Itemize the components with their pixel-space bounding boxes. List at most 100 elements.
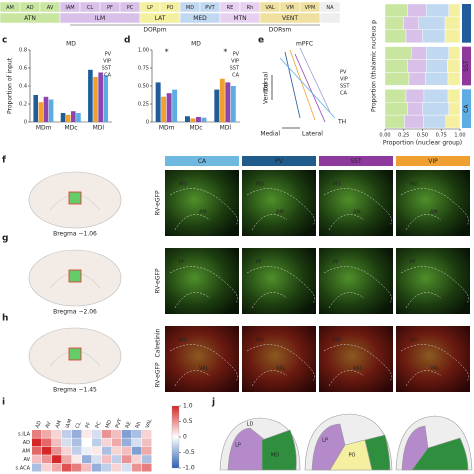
heatmap-cell bbox=[62, 446, 72, 455]
y-tick-label: 0.25 bbox=[138, 102, 149, 108]
brain-sections bbox=[219, 413, 473, 471]
heatmap-cell bbox=[112, 438, 122, 447]
region-label: AM bbox=[430, 210, 438, 216]
micrograph bbox=[165, 170, 239, 236]
micrograph bbox=[319, 326, 393, 392]
legend-entry: PV bbox=[340, 70, 347, 76]
bar bbox=[93, 77, 98, 122]
group-label: VENT bbox=[282, 15, 298, 22]
bar bbox=[190, 118, 196, 122]
heatmap-cell bbox=[52, 438, 62, 447]
region-label: VAL bbox=[276, 366, 286, 372]
micrograph bbox=[165, 326, 239, 392]
color-tick-label: 1.0 bbox=[183, 403, 193, 410]
column-label: SST bbox=[350, 158, 362, 165]
heatmap-cell bbox=[72, 455, 82, 464]
nucleus-label: CL bbox=[87, 5, 93, 11]
x-tick-label: MDl bbox=[220, 125, 232, 132]
heatmap-cell bbox=[72, 446, 82, 455]
heatmap-cell bbox=[82, 455, 92, 464]
group-label: CA bbox=[463, 104, 470, 113]
panel-letter: i bbox=[2, 398, 5, 408]
x-tick-label: MDm bbox=[159, 125, 175, 132]
stack-segment bbox=[403, 16, 419, 30]
row-label: AV bbox=[23, 457, 30, 463]
bar bbox=[161, 96, 167, 122]
bar bbox=[98, 72, 103, 122]
heatmap-cell bbox=[122, 463, 132, 472]
y-axis-label: Proportion of input bbox=[7, 57, 14, 114]
column-header bbox=[319, 156, 393, 166]
chart-title: MD bbox=[66, 41, 76, 48]
heatmap-cell bbox=[42, 463, 52, 472]
panel-letter: h bbox=[2, 314, 8, 324]
region-boundary bbox=[328, 292, 365, 309]
heatmap-cell bbox=[52, 463, 62, 472]
bregma-label: Bregma −1.06 bbox=[53, 231, 97, 238]
heatmap-cell bbox=[142, 438, 152, 447]
heatmap-cell bbox=[42, 446, 52, 455]
stack-segment bbox=[384, 89, 407, 103]
bar bbox=[185, 116, 190, 122]
row-label: s.ACA bbox=[16, 465, 31, 471]
bar bbox=[71, 111, 76, 122]
legend-entry: VIP bbox=[340, 77, 348, 83]
row-label: AM bbox=[22, 449, 30, 455]
region-label: PO bbox=[349, 453, 356, 459]
heatmap-cell bbox=[92, 430, 102, 438]
heatmap-cell bbox=[142, 430, 152, 438]
region-label: MD bbox=[179, 182, 187, 188]
heatmap-cell bbox=[72, 438, 82, 447]
legend-entry: PV bbox=[105, 52, 112, 58]
region-boundary bbox=[246, 266, 316, 304]
column-label: AD bbox=[35, 420, 43, 429]
x-tick-label: 0.25 bbox=[398, 133, 409, 139]
heatmap-cell bbox=[142, 455, 152, 464]
region-boundary bbox=[323, 266, 393, 304]
heatmap-cell bbox=[92, 455, 102, 464]
heatmap-cell bbox=[142, 446, 152, 455]
column-label: AV bbox=[45, 420, 53, 429]
row-label: AD bbox=[23, 440, 30, 446]
region-boundary bbox=[251, 214, 288, 231]
panel-letter: f bbox=[2, 156, 6, 166]
x-tick-label: 1.00 bbox=[454, 133, 465, 139]
region-boundary bbox=[174, 370, 211, 387]
heatmap-cell bbox=[52, 430, 62, 438]
y-tick-label: 1.00 bbox=[138, 48, 149, 54]
column-label: VAL bbox=[145, 418, 154, 429]
bar bbox=[214, 89, 220, 122]
diagram-label: Medial bbox=[260, 131, 280, 138]
column-label: PV bbox=[275, 158, 284, 165]
projection-diagram bbox=[271, 47, 336, 129]
region-label: MD bbox=[333, 338, 341, 344]
legend-entry: CA bbox=[104, 73, 111, 79]
heatmap-cell bbox=[52, 446, 62, 455]
region-boundary bbox=[323, 344, 393, 382]
region-label: LD bbox=[247, 422, 254, 428]
group-label: SST bbox=[463, 60, 470, 72]
x-axis-label: Proportion (nuclear group) bbox=[383, 140, 462, 147]
panel-letter: d bbox=[124, 36, 130, 46]
region-label: MD bbox=[256, 338, 264, 344]
group-label: MTN bbox=[233, 15, 246, 22]
legend-entry: CA bbox=[340, 91, 347, 97]
region-label: MD bbox=[271, 453, 279, 459]
nucleus-label: PF bbox=[107, 5, 113, 11]
bar bbox=[103, 75, 109, 122]
region-boundary bbox=[251, 292, 288, 309]
stack-segment bbox=[448, 3, 461, 18]
bar bbox=[201, 117, 207, 122]
stack-segment bbox=[384, 16, 404, 30]
heatmap-cell bbox=[142, 463, 152, 472]
region-boundary bbox=[400, 188, 470, 226]
heatmap-cell bbox=[132, 446, 142, 455]
x-tick-label: 0.00 bbox=[379, 133, 390, 139]
region-label: PF bbox=[333, 260, 339, 266]
heatmap-cell bbox=[62, 455, 72, 464]
region-label: AM bbox=[353, 210, 361, 216]
heatmap-cell bbox=[122, 438, 132, 447]
diagram-label: mPFC bbox=[296, 41, 313, 48]
color-tick-label: 0.5 bbox=[183, 418, 193, 425]
nucleus-label: AD bbox=[26, 5, 33, 11]
